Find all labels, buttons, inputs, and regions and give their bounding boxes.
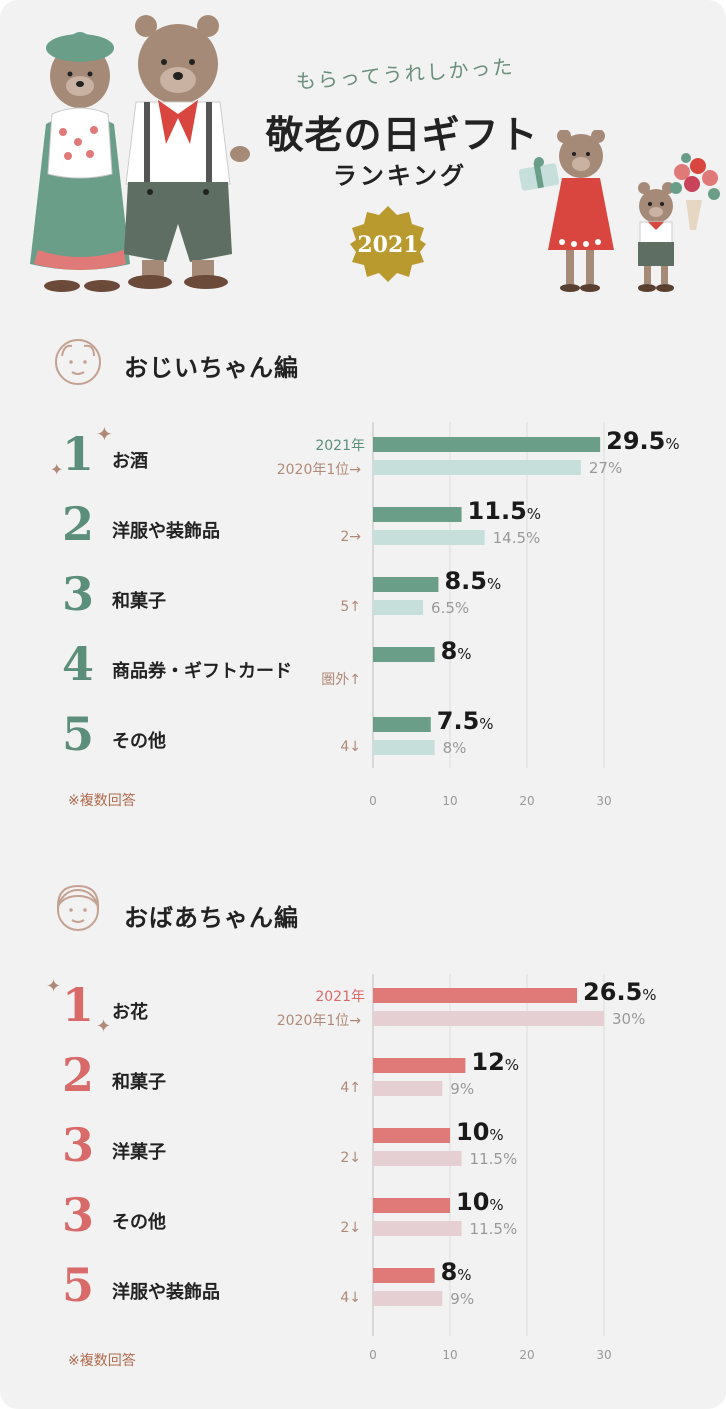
grandma-note: ※複数回答 [68,1353,136,1369]
grandpa-previous-bar [373,600,424,615]
gift-bears-illustration [518,130,720,292]
grandpa-note: ※複数回答 [68,793,136,809]
grandma-previous-bar [373,1011,604,1026]
grandpa-current-bar [373,437,601,452]
grandma-rank-number: 2 [61,1048,94,1102]
grandpa-value-label: 29.5% [606,427,680,455]
grandma-item-name: 和菓子 [112,1072,166,1093]
grandma-current-bar [373,1268,435,1283]
grandpa-previous-bar [373,530,485,545]
grandpa-face-icon [55,339,101,385]
grandma-previous-bar [373,1081,443,1096]
year-badge: 2021 [350,206,426,282]
ranking-heading: ランキング [332,161,468,190]
grandma-section-title: おばあちゃん編 [124,903,299,932]
grandma-series-label-current: 2021年 [315,989,365,1005]
grandpa-series-label-current: 2021年 [315,438,365,454]
grandma-rank-number: 3 [61,1188,94,1242]
grandma-item-name: 洋服や装飾品 [112,1282,220,1303]
sparkle-icon: ✦ [50,460,64,479]
grandpa-rank-number: 1 [61,427,94,481]
sparkle-icon: ✦ [96,1016,112,1037]
grandma-previous-rank-label: 2020年1位→ [276,1013,361,1029]
grandma-previous-rank-label: 4↓ [340,1290,361,1306]
sparkle-icon: ✦ [46,976,62,997]
grandpa-tick-label: 10 [442,794,458,808]
grandpa-previous-rank-label: 5↑ [340,599,361,615]
grandpa-previous-rank-label: 2→ [340,529,361,545]
grandma-previous-bar [373,1151,462,1166]
grandma-previous-value-label: 11.5% [469,1220,518,1238]
grandma-value-label: 8% [440,1258,472,1286]
grandma-current-bar [373,988,578,1003]
grandpa-rank-number: 3 [61,567,94,621]
grandma-rank-number: 5 [61,1258,94,1312]
grandpa-tick-label: 0 [369,794,377,808]
grandpa-section-title: おじいちゃん編 [124,353,299,382]
grandpa-tick-label: 30 [596,794,612,808]
grandpa-previous-bar [373,740,435,755]
page-title: 敬老の日ギフト [265,112,539,157]
grandpa-rank-number: 5 [61,707,94,761]
grandpa-rank-number: 4 [61,637,94,691]
grandpa-current-bar [373,577,439,592]
grandma-value-label: 10% [456,1188,504,1216]
grandma-previous-rank-label: 2↓ [340,1150,361,1166]
grandpa-previous-value-label: 6.5% [431,599,470,617]
grandpa-item-name: 商品券・ギフトカード [112,661,292,682]
grandma-previous-bar [373,1221,462,1236]
grandpa-previous-value-label: 14.5% [492,529,541,547]
grandma-item-name: その他 [112,1212,166,1233]
sparkle-icon: ✦ [96,422,113,446]
grandma-item-name: お花 [112,1002,148,1023]
grandpa-previous-rank-label: 圏外↑ [321,672,361,688]
grandpa-value-label: 8.5% [444,567,502,595]
grandma-current-bar [373,1128,450,1143]
grandpa-tick-label: 20 [519,794,535,808]
grandpa-current-bar [373,717,431,732]
grandpa-previous-rank-label: 4↓ [340,739,361,755]
grandma-face-icon [56,884,100,931]
grandpa-item-name: 和菓子 [112,591,166,612]
grandma-tick-label: 0 [369,1348,377,1362]
grandpa-previous-value-label: 8% [442,739,467,757]
grandma-value-label: 26.5% [583,978,657,1006]
grandma-previous-bar [373,1291,443,1306]
grandma-rank-number: 1 [61,978,94,1032]
grandma-previous-value-label: 30% [612,1010,646,1028]
grandpa-previous-bar [373,460,581,475]
grandma-tick-label: 10 [442,1348,458,1362]
grandma-tick-label: 20 [519,1348,535,1362]
grandpa-value-label: 11.5% [467,497,542,525]
grandma-previous-rank-label: 2↓ [340,1220,361,1236]
grandma-tick-label: 30 [596,1348,612,1362]
grandma-value-label: 12% [471,1048,520,1076]
grandpa-value-label: 8% [440,637,472,665]
grandma-previous-value-label: 9% [450,1290,475,1308]
grandma-current-bar [373,1198,450,1213]
grandpa-value-label: 7.5% [436,707,494,735]
grandma-previous-value-label: 11.5% [469,1150,518,1168]
grandpa-previous-rank-label: 2020年1位→ [276,462,361,478]
grandma-rank-number: 3 [61,1118,94,1172]
grandpa-current-bar [373,647,435,662]
grandpa-previous-value-label: 27% [588,459,623,477]
grandma-current-bar [373,1058,466,1073]
grandma-value-label: 10% [456,1118,504,1146]
grandma-previous-value-label: 9% [450,1080,475,1098]
grandpa-current-bar [373,507,462,522]
grandma-previous-rank-label: 4↑ [340,1080,361,1096]
grandpa-item-name: 洋服や装飾品 [112,521,220,542]
year-badge-text: 2021 [357,232,418,258]
grandparent-bears-illustration [30,15,250,292]
grandpa-rank-number: 2 [61,497,94,551]
grandma-item-name: 洋菓子 [112,1142,166,1163]
grandpa-item-name: お酒 [112,451,148,472]
grandpa-item-name: その他 [112,731,166,752]
